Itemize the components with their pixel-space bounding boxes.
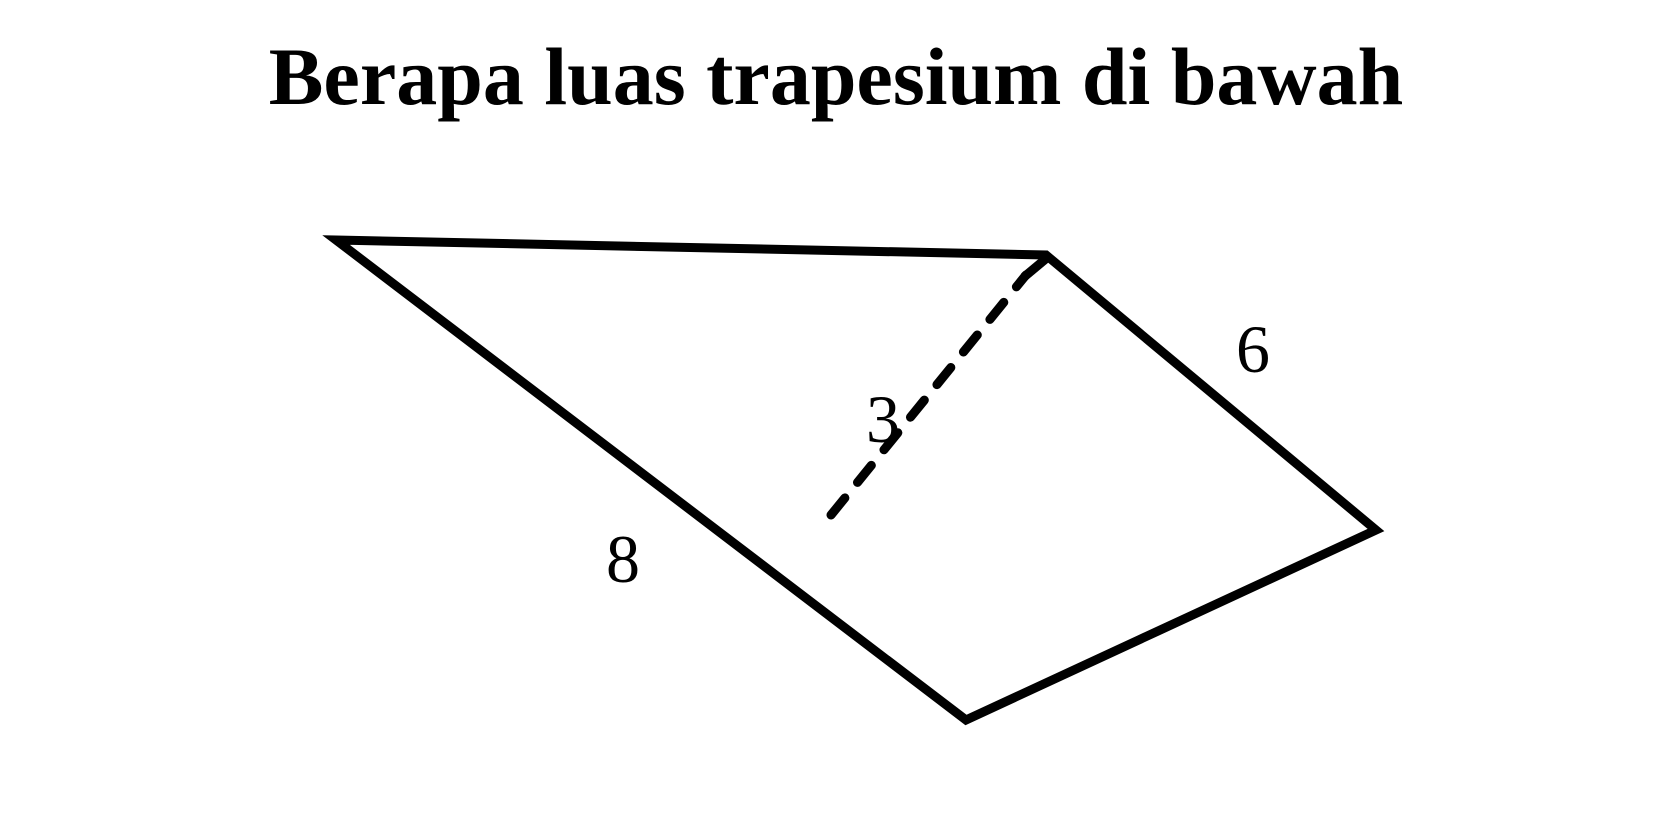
label-altitude: 3 [866,380,900,459]
label-side-left-bottom: 8 [606,520,640,599]
trapezoid-diagram: 6 3 8 [236,200,1436,760]
trapezoid-svg [236,200,1436,760]
altitude-top-tick [1024,257,1048,277]
label-side-right: 6 [1236,310,1270,389]
page-title: Berapa luas trapesium di bawah [269,30,1404,124]
altitude-line [831,275,1026,515]
